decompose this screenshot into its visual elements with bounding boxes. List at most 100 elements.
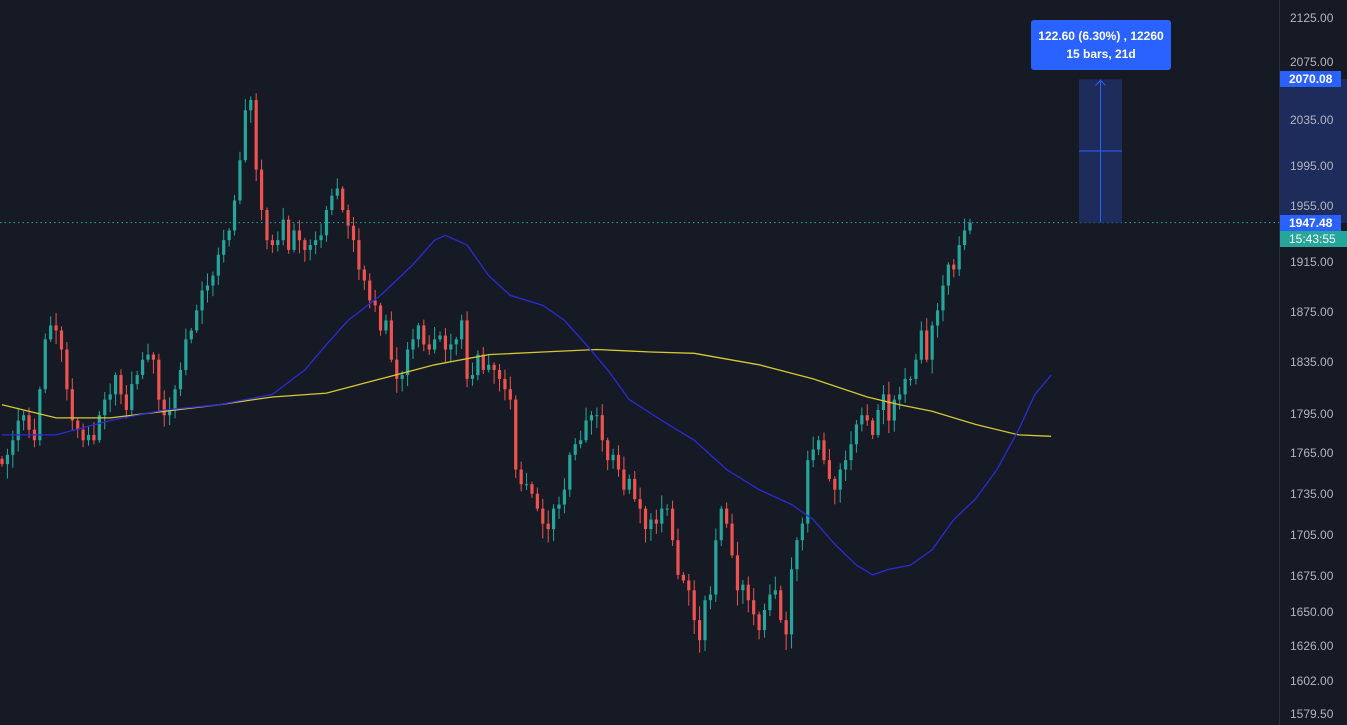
candle-up bbox=[708, 594, 713, 601]
candle-down bbox=[535, 493, 539, 509]
candle-up bbox=[768, 594, 772, 611]
price-tick-label: 1795.00 bbox=[1290, 406, 1334, 421]
candle-down bbox=[670, 508, 675, 541]
candle-down bbox=[606, 440, 610, 461]
candle-up bbox=[795, 540, 799, 570]
candle-down bbox=[616, 454, 621, 470]
candle-up bbox=[919, 330, 923, 360]
measure-change-text: 122.60 (6.30%) , 12260 bbox=[1038, 29, 1164, 43]
candle-up bbox=[195, 310, 199, 331]
candle-up bbox=[811, 449, 815, 461]
candle-up bbox=[141, 359, 145, 376]
candle-up bbox=[860, 415, 864, 425]
candle-down bbox=[303, 240, 307, 250]
candle-down bbox=[865, 415, 869, 421]
measure-tool[interactable] bbox=[1079, 79, 1122, 223]
candle-up bbox=[227, 230, 231, 241]
candle-up bbox=[189, 330, 193, 340]
candle-down bbox=[368, 280, 372, 301]
price-tick-label: 2035.00 bbox=[1290, 112, 1334, 127]
candle-up bbox=[914, 359, 918, 379]
candle-up bbox=[384, 320, 388, 331]
candle-up bbox=[5, 454, 10, 465]
candle-down bbox=[76, 420, 80, 430]
price-axis[interactable]: 2125.00 2075.00 2035.00 1995.00 1955.00 1915.… bbox=[1279, 0, 1347, 725]
candle-up bbox=[433, 339, 437, 350]
candle-up bbox=[292, 230, 296, 250]
candle-up bbox=[335, 188, 339, 196]
candle-up bbox=[903, 378, 907, 395]
candle-up bbox=[627, 478, 631, 490]
candle-down bbox=[151, 354, 156, 360]
candle-up bbox=[660, 508, 664, 524]
price-tick-label: 1995.00 bbox=[1290, 159, 1334, 174]
candle-down bbox=[443, 335, 448, 350]
candle-down bbox=[746, 584, 750, 601]
candle-up bbox=[557, 504, 561, 509]
price-tick-label: 1875.00 bbox=[1290, 304, 1334, 319]
candle-down bbox=[638, 499, 642, 509]
candle-up bbox=[205, 285, 210, 291]
candle-down bbox=[81, 429, 85, 441]
candle-down bbox=[70, 389, 74, 421]
candle-down bbox=[27, 415, 31, 430]
price-tick-label: 2075.00 bbox=[1290, 55, 1334, 70]
candle-down bbox=[514, 399, 518, 470]
candle-up bbox=[881, 394, 886, 411]
candle-up bbox=[330, 195, 334, 211]
candle-down bbox=[259, 169, 264, 211]
candle-up bbox=[438, 335, 442, 340]
candle-up bbox=[281, 219, 285, 241]
candle-up bbox=[324, 210, 329, 236]
candle-up bbox=[568, 454, 572, 490]
candle-up bbox=[411, 339, 415, 350]
candle-up bbox=[892, 399, 896, 421]
candle-up bbox=[714, 540, 718, 595]
candle-up bbox=[460, 320, 464, 340]
candle-up bbox=[898, 394, 902, 400]
candle-down bbox=[681, 574, 685, 581]
candle-down bbox=[925, 330, 929, 360]
price-tick-label: 1602.00 bbox=[1290, 673, 1334, 688]
candle-up bbox=[649, 519, 653, 530]
candle-up bbox=[314, 240, 318, 246]
candle-down bbox=[124, 394, 128, 411]
measure-axis-range bbox=[1280, 79, 1347, 223]
candle-down bbox=[362, 269, 366, 281]
candle-down bbox=[287, 219, 291, 250]
candle-up bbox=[222, 240, 226, 255]
candle-down bbox=[92, 434, 96, 441]
candle-up bbox=[449, 344, 453, 350]
candle-down bbox=[784, 620, 788, 635]
candle-up bbox=[908, 378, 913, 380]
candle-down bbox=[0, 458, 4, 465]
candle-down bbox=[503, 378, 507, 390]
candle-down bbox=[871, 420, 875, 435]
candle-up bbox=[103, 399, 107, 416]
price-chart-plot[interactable] bbox=[0, 0, 1279, 725]
candle-up bbox=[38, 389, 42, 441]
candle-up bbox=[611, 454, 615, 461]
candle-down bbox=[157, 359, 161, 400]
candle-up bbox=[43, 339, 47, 390]
candle-down bbox=[341, 188, 345, 211]
candle-down bbox=[752, 600, 756, 615]
candle-up bbox=[703, 600, 707, 641]
candle-up bbox=[249, 100, 253, 111]
candle-up bbox=[243, 110, 247, 161]
candle-down bbox=[465, 320, 469, 379]
candle-up bbox=[276, 240, 280, 246]
candle-up bbox=[762, 610, 767, 631]
candle-up bbox=[957, 245, 961, 270]
price-tick-label: 1705.00 bbox=[1290, 527, 1334, 542]
candle-down bbox=[952, 264, 956, 270]
candle-up bbox=[806, 460, 810, 524]
candle-up bbox=[941, 285, 945, 311]
candle-up bbox=[416, 325, 421, 340]
candle-up bbox=[741, 584, 745, 591]
candle-up bbox=[854, 424, 859, 445]
candle-down bbox=[779, 590, 783, 621]
price-tick-label: 1765.00 bbox=[1290, 446, 1334, 461]
candle-up bbox=[773, 590, 777, 595]
candle-down bbox=[687, 580, 691, 591]
